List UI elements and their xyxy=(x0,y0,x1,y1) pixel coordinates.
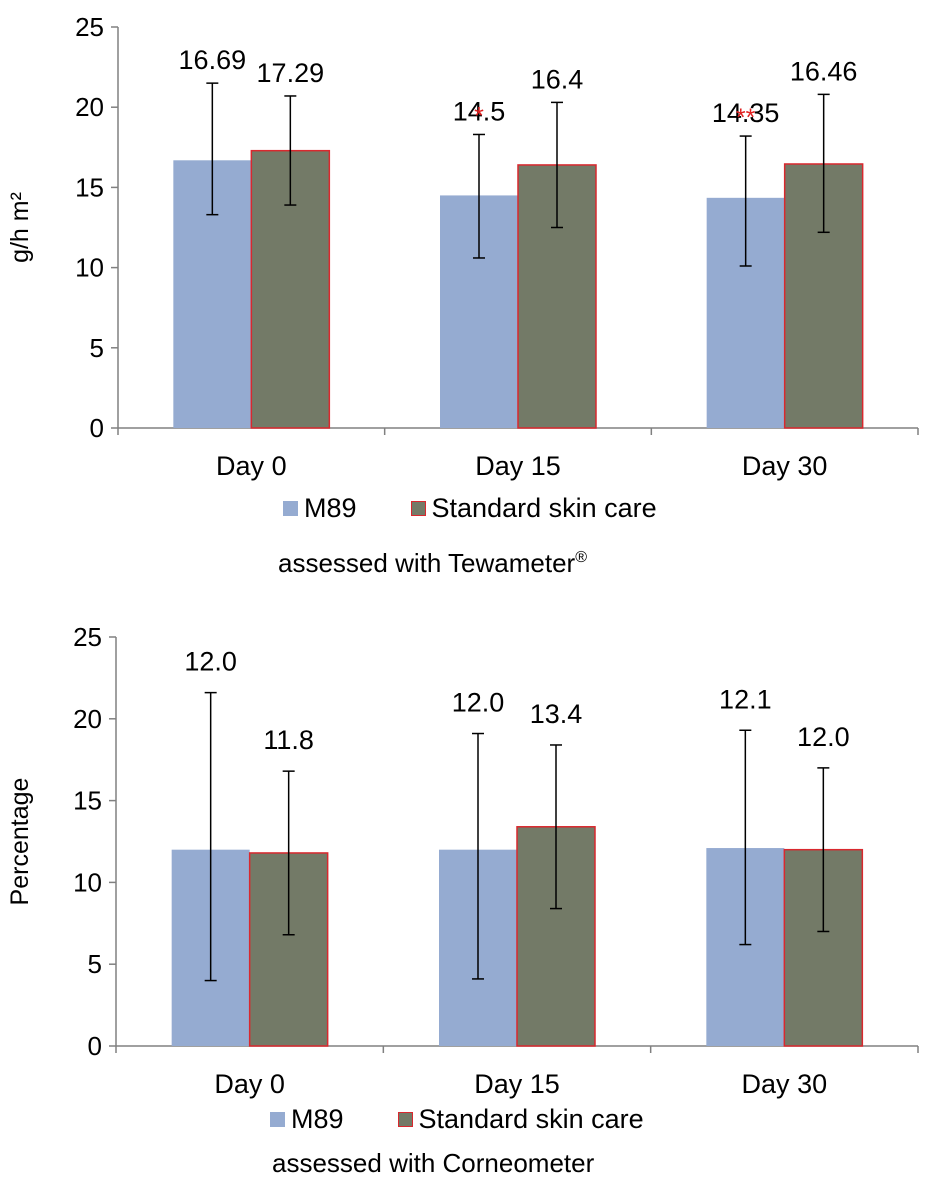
y-tick-label: 15 xyxy=(75,172,104,202)
legend-swatch-m89 xyxy=(270,1112,285,1127)
tewameter-chart-plot: g/h m² 0 5 10 15 20 25 Day 0 Day 15 Day 30 16.69 14… xyxy=(6,12,919,481)
data-label: 16.46 xyxy=(790,56,858,86)
data-label: 13.4 xyxy=(530,699,583,729)
x-tick-label: Day 30 xyxy=(742,1069,828,1099)
corneometer-chart-plot: Percentage 0 5 10 15 20 25 Day 0 Day 15 Day 30 12.… xyxy=(6,622,919,1099)
legend-label-m89: M89 xyxy=(304,493,357,523)
y-tick-label: 20 xyxy=(73,704,102,734)
legend-label-m89: M89 xyxy=(291,1104,344,1134)
data-label: 11.8 xyxy=(263,725,314,755)
x-tick-label: Day 15 xyxy=(474,1069,560,1099)
y-tick-label: 5 xyxy=(88,949,102,979)
legend-swatch-standard xyxy=(410,501,426,516)
legend-swatch-m89 xyxy=(283,501,298,516)
y-axis-label: g/h m² xyxy=(6,192,34,263)
data-label: 12.0 xyxy=(797,722,850,752)
x-tick-label: Day 0 xyxy=(216,451,287,481)
legend-label-standard: Standard skin care xyxy=(418,1104,644,1134)
x-tick-label: Day 0 xyxy=(214,1069,285,1099)
y-tick-label: 25 xyxy=(75,12,104,42)
y-tick-label: 10 xyxy=(73,867,102,897)
significance-marker: ** xyxy=(736,104,756,132)
data-label: 14.5 xyxy=(453,96,506,126)
y-tick-label: 15 xyxy=(73,786,102,816)
caption-text: assessed with Tewameter xyxy=(278,548,576,578)
legend-item-standard: Standard skin care xyxy=(410,493,657,524)
x-tick-label: Day 30 xyxy=(742,451,828,481)
y-tick-label: 25 xyxy=(73,622,102,652)
caption-text: assessed with Corneometer xyxy=(272,1148,595,1178)
caption-registered-mark: ® xyxy=(575,549,588,566)
tewameter-caption: assessed with Tewameter® xyxy=(278,548,587,579)
y-tick-label: 10 xyxy=(75,253,104,283)
data-label: 16.69 xyxy=(179,45,247,75)
legend-swatch-standard xyxy=(397,1112,413,1127)
y-axis-label: Percentage xyxy=(6,778,34,906)
x-tick-label: Day 15 xyxy=(475,451,561,481)
significance-marker: * xyxy=(474,102,484,130)
corneometer-caption: assessed with Corneometer xyxy=(272,1148,594,1179)
y-tick-label: 5 xyxy=(90,333,104,363)
legend-item-standard: Standard skin care xyxy=(397,1104,644,1135)
data-label: 14.35 xyxy=(712,98,780,128)
data-label: 12.0 xyxy=(452,688,505,718)
legend-item-m89: M89 xyxy=(270,1104,344,1135)
data-label: 12.0 xyxy=(184,647,237,677)
tewameter-chart: g/h m² 0 5 10 15 20 25 Day 0 Day 15 Day 30 16.69 14… xyxy=(6,12,919,579)
legend-item-m89: M89 xyxy=(283,493,357,524)
y-tick-label: 20 xyxy=(75,92,104,122)
tewameter-legend: M89 Standard skin care xyxy=(283,493,657,524)
data-label: 17.29 xyxy=(257,58,325,88)
corneometer-chart: Percentage 0 5 10 15 20 25 Day 0 Day 15 Day 30 12.… xyxy=(0,600,929,1184)
y-tick-label: 0 xyxy=(90,413,104,443)
y-tick-label: 0 xyxy=(88,1031,102,1061)
corneometer-legend: M89 Standard skin care xyxy=(270,1104,644,1135)
data-label: 12.1 xyxy=(719,684,772,714)
data-label: 16.4 xyxy=(531,64,584,94)
legend-label-standard: Standard skin care xyxy=(431,493,657,523)
